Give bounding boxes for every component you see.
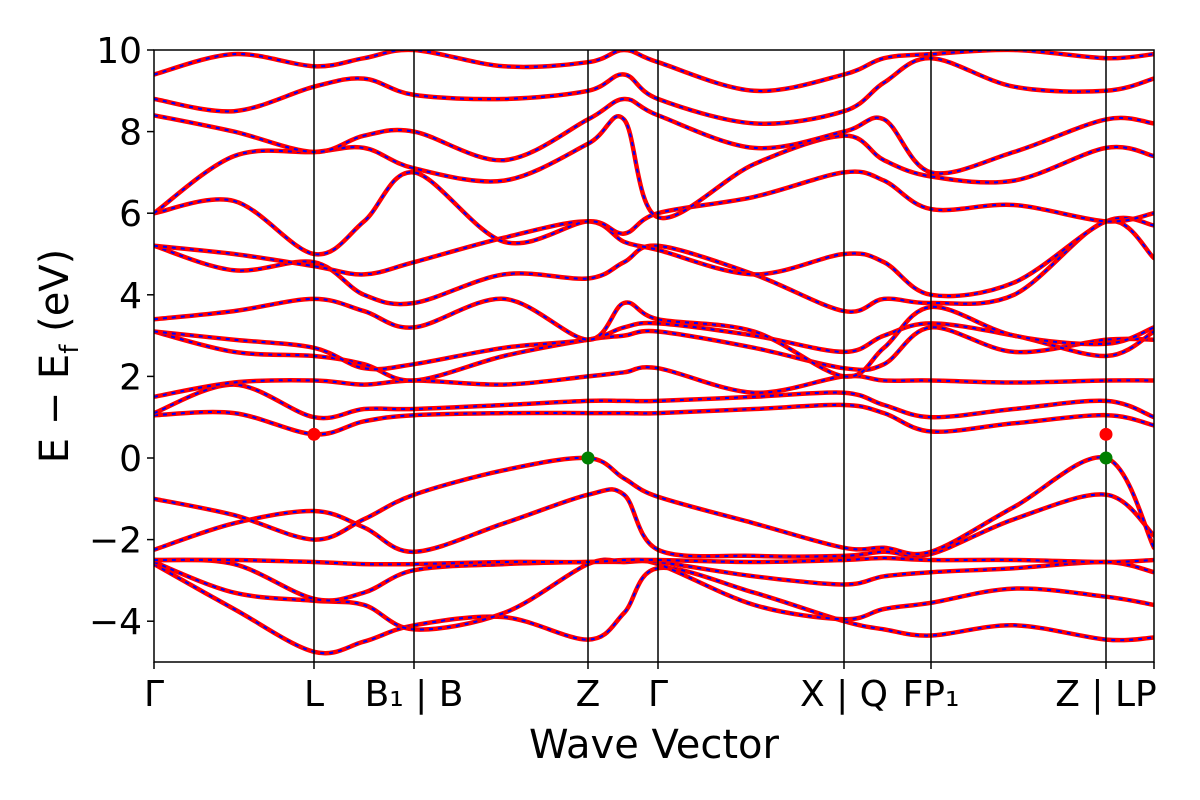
band-line-model xyxy=(154,488,1154,558)
band-line-model xyxy=(154,322,1154,371)
y-tick-label: 6 xyxy=(119,194,142,235)
band-line-model xyxy=(154,170,1154,256)
band-line-model xyxy=(154,403,1154,436)
cbm-marker xyxy=(307,427,321,441)
y-tick-label: −4 xyxy=(89,602,142,643)
band-line-model xyxy=(154,115,1154,220)
band-line-model xyxy=(154,50,1154,92)
y-tick-label: 10 xyxy=(96,31,142,72)
vbm-marker xyxy=(1099,451,1113,465)
y-tick-label: −2 xyxy=(89,521,142,562)
band-line-model xyxy=(154,216,1154,298)
x-tick-label: B₁ | B xyxy=(365,674,464,715)
x-tick-label: X | Q xyxy=(800,674,888,715)
x-tick-label: Γ xyxy=(648,674,668,715)
band-line-model xyxy=(154,383,1154,420)
x-tick-label: FP₁ xyxy=(903,674,960,715)
band-line-dft xyxy=(154,557,1154,603)
band-line-model xyxy=(154,297,1154,378)
y-axis-title-main: E − E xyxy=(32,354,78,464)
band-line-model xyxy=(154,456,1154,556)
y-tick-label: 0 xyxy=(119,439,142,480)
x-axis-title: Wave Vector xyxy=(529,722,780,768)
band-line-model xyxy=(154,556,1154,566)
bands-layer xyxy=(154,50,1154,656)
band-line-dft xyxy=(154,487,1154,559)
y-axis-title-sub: f xyxy=(55,344,85,354)
y-tick-label: 4 xyxy=(119,276,142,317)
x-tick-label: Γ xyxy=(144,674,164,715)
x-tick-label: Z xyxy=(576,674,601,715)
band-line-model xyxy=(154,366,1154,398)
y-tick-label: 2 xyxy=(119,357,142,398)
y-axis-title-unit: (eV) xyxy=(32,249,78,345)
band-line-dft xyxy=(154,296,1154,379)
vbm-marker xyxy=(581,451,595,465)
y-tick-label: 8 xyxy=(119,113,142,154)
band-line-dft xyxy=(154,215,1154,299)
band-line-model xyxy=(154,558,1154,602)
band-line-dft xyxy=(154,455,1154,557)
band-line-model xyxy=(154,563,1154,655)
cbm-marker xyxy=(1099,427,1113,441)
band-line-dft xyxy=(154,96,1154,176)
plot-frame xyxy=(153,49,1155,663)
y-axis-title: E − Ef (eV) xyxy=(32,249,85,464)
band-line-model xyxy=(154,57,1154,125)
x-tick-label: L xyxy=(304,674,324,715)
band-line-dft xyxy=(154,561,1154,656)
band-line-model xyxy=(154,97,1154,175)
band-line-model xyxy=(154,219,1154,313)
y-axis: −4 −2 0 2 4 6 8 10 xyxy=(89,31,154,643)
kpoint-lines xyxy=(313,50,1107,662)
x-tick-label: Z | LP xyxy=(1055,674,1156,715)
band-edge-markers xyxy=(307,427,1113,465)
x-axis: Γ L B₁ | B Z Γ X | Q FP₁ Z | LP xyxy=(144,662,1157,715)
